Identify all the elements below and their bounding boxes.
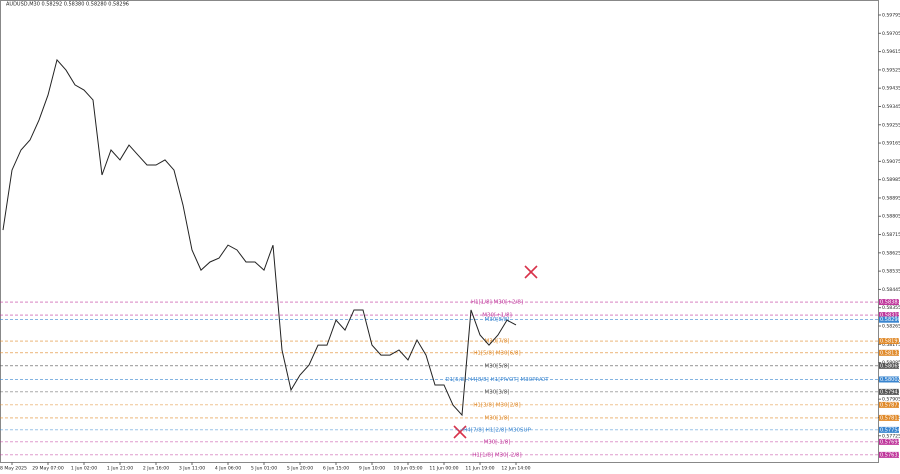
price-box [879, 388, 899, 395]
level-label: H1[1/8] M30[+2/8] [471, 300, 523, 306]
y-tick-label: 0.59165 [882, 141, 900, 147]
y-tick-label: 0.58625 [882, 250, 900, 256]
y-tick-label: 0.58805 [882, 214, 900, 220]
y-tick-label: 0.59705 [882, 31, 900, 37]
plot-frame [0, 0, 879, 463]
price-line [2, 58, 517, 417]
y-tick-label: 0.59345 [882, 104, 900, 110]
price-box-label: 0.57695 [880, 439, 900, 445]
price-box [879, 451, 899, 458]
x-tick-label: 10 Jun 05:00 [393, 466, 422, 472]
price-box [879, 401, 899, 408]
x-tick-label: 12 Jun 14:00 [501, 466, 530, 472]
x-tick-label: 1 Jun 02:00 [71, 466, 97, 472]
cross-marker [453, 265, 538, 439]
x-tick-label: 11 Jun 00:00 [429, 466, 458, 472]
chart-title: AUDUSD,M30 0.58292 0.58380 0.58280 0.582… [6, 2, 129, 8]
level-label: M30[7/8] [485, 339, 510, 345]
price-box-label: 0.57877 [880, 402, 900, 408]
y-tick-label: 0.57725 [882, 433, 900, 439]
price-box [879, 316, 899, 323]
price-box-label: 0.57631 [880, 452, 900, 458]
price-box [879, 426, 899, 433]
y-tick-label: 0.59075 [882, 159, 900, 165]
price-box [879, 312, 899, 319]
y-tick-label: 0.59525 [882, 67, 900, 73]
price-box [879, 414, 899, 421]
y-tick-label: 0.59795 [882, 13, 900, 19]
price-box-label: 0.57941 [880, 389, 900, 395]
y-tick-label: 0.59615 [882, 49, 900, 55]
x-tick-label: 6 Jun 15:00 [323, 466, 349, 472]
x-tick-label: 5 Jun 01:00 [251, 466, 277, 472]
y-tick-label: 0.58265 [882, 324, 900, 330]
x-tick-label: 4 Jun 06:00 [215, 466, 241, 472]
price-box [879, 438, 899, 445]
y-tick-label: 0.58895 [882, 195, 900, 201]
level-label: H4[7/8] H1[2/8] M30SUP [463, 427, 531, 433]
y-tick-label: 0.58445 [882, 287, 900, 293]
y-tick-label: 0.57905 [882, 397, 900, 403]
y-tick-label: 0.58985 [882, 177, 900, 183]
price-box-label: 0.58069 [880, 363, 900, 369]
x-tick-label: 29 May 07:00 [32, 466, 64, 472]
price-box-label: 0.58319 [880, 313, 900, 319]
level-label: M30[3/8] [485, 389, 510, 395]
y-tick-label: 0.58715 [882, 232, 900, 238]
level-label: M30[5/8] [485, 363, 510, 369]
x-tick-label: 5 Jun 20:00 [287, 466, 313, 472]
price-box [879, 338, 899, 345]
level-label: H1[5/8] M30[6/8] [473, 350, 520, 356]
y-tick-label: 0.59435 [882, 86, 900, 92]
level-label: M30[1/8] [485, 415, 510, 421]
price-box-label: 0.58191 [880, 339, 900, 345]
price-box [879, 349, 899, 356]
price-box-label: 0.58002 [880, 377, 900, 383]
price-box-label: 0.57813 [880, 415, 900, 421]
level-label: M30[8/8] [485, 317, 510, 323]
price-box-label: 0.58133 [880, 350, 900, 356]
level-label: H1[3/8] M30[2/8] [473, 402, 520, 408]
price-box-label: 0.58296 [880, 317, 900, 323]
x-tick-label: 1 Jun 21:00 [107, 466, 133, 472]
level-label: H1[1/8] M30[-2/8] [472, 452, 521, 458]
level-label: M30[+1/8] [482, 313, 512, 319]
x-tick-label: 2 Jun 16:00 [143, 466, 169, 472]
price-box [879, 376, 899, 383]
price-box-label: 0.58383 [880, 300, 900, 306]
y-tick-label: 0.58175 [882, 342, 900, 348]
y-tick-label: 0.58535 [882, 269, 900, 275]
y-tick-label: 0.58355 [882, 305, 900, 311]
x-tick-label: 9 Jun 10:00 [359, 466, 385, 472]
price-box [879, 362, 899, 369]
price-box [879, 299, 899, 306]
x-tick-label: 3 Jun 11:00 [179, 466, 205, 472]
x-tick-label: 28 May 2025 [0, 466, 27, 472]
x-tick-label: 11 Jun 19:00 [465, 466, 494, 472]
price-box-label: 0.57754 [880, 427, 900, 433]
level-label: D1[5/8] H4[8/8] H1[PIVOT] M30PIVOT [445, 377, 549, 383]
level-label: M30[-1/8] [484, 439, 511, 445]
y-tick-label: 0.59255 [882, 122, 900, 128]
